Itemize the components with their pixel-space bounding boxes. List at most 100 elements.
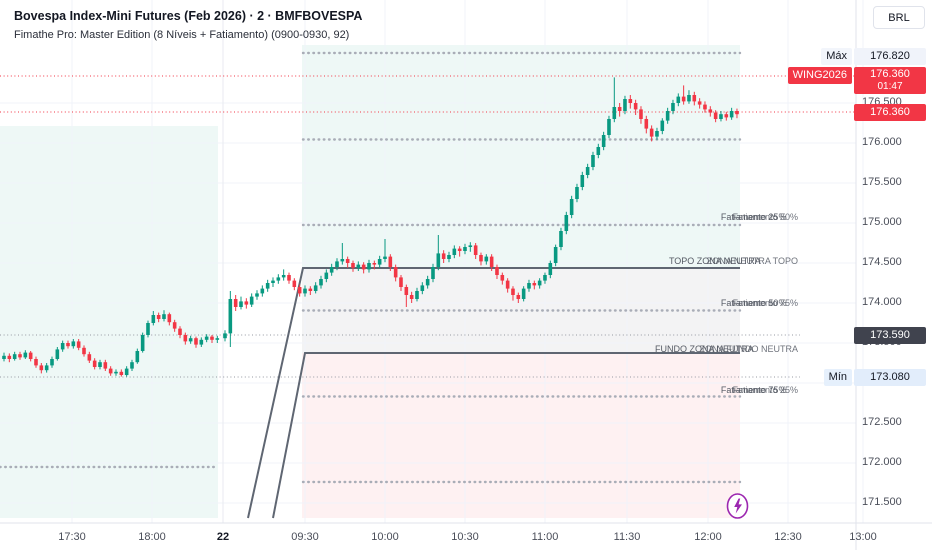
candle-body: [18, 354, 22, 358]
candle-body: [44, 365, 49, 371]
candle-body: [60, 343, 65, 350]
candle-body: [601, 135, 606, 147]
candle-body: [183, 335, 188, 342]
candle-body: [172, 322, 177, 329]
candle-body: [297, 287, 302, 294]
candle-body: [617, 107, 622, 111]
candle-body: [697, 101, 702, 105]
candle-body: [399, 277, 403, 287]
candle-body: [671, 103, 675, 111]
candle-body: [151, 315, 156, 323]
candle-body: [729, 111, 734, 118]
zone-bottom-line: [272, 352, 740, 519]
time-tick-label: 13:00: [849, 531, 877, 543]
candle-body: [447, 255, 451, 259]
prev-level-badge: 173.590: [854, 327, 926, 344]
candle-body: [612, 107, 617, 119]
candle-body: [628, 99, 633, 103]
candle-body: [623, 99, 627, 111]
candle-body: [639, 109, 643, 119]
candle-body: [543, 275, 547, 281]
candle-body: [130, 362, 134, 369]
candle-body: [335, 261, 339, 267]
candle-body: [441, 253, 446, 259]
zone-top-line: [247, 267, 740, 519]
candle-body: [244, 301, 249, 305]
candle-body: [55, 349, 60, 359]
candle-body: [194, 338, 198, 345]
time-tick-label: 11:00: [531, 531, 559, 543]
price-tick-label: 174.500: [862, 256, 902, 268]
candle-body: [255, 293, 259, 297]
candle-body: [199, 339, 204, 345]
last-price-badge: 176.360: [854, 104, 926, 121]
candle-body: [367, 263, 371, 270]
price-tick-label: 172.000: [862, 456, 902, 468]
candle-body: [324, 272, 329, 279]
candle-body: [215, 338, 220, 340]
symbol-title[interactable]: Bovespa Index-Mini Futures (Feb 2026) · …: [14, 9, 363, 23]
candle-body: [735, 111, 739, 115]
candle-body: [92, 360, 97, 367]
candle-body: [287, 275, 291, 281]
candle-body: [223, 333, 227, 339]
candle-body: [76, 341, 81, 348]
candle-body: [162, 314, 166, 319]
candle-body: [340, 259, 345, 262]
candle-body: [108, 368, 113, 374]
candle-body: [527, 283, 531, 289]
candle-body: [532, 283, 537, 286]
price-tick-label: 176.000: [862, 136, 902, 148]
candle-body: [2, 355, 6, 359]
candle-body: [345, 259, 350, 263]
candle-body: [591, 155, 595, 167]
market-status-icon[interactable]: [725, 492, 750, 520]
buy-zone: [302, 45, 740, 268]
candle-body: [479, 255, 483, 262]
candle-body: [596, 147, 601, 155]
time-tick-label: 12:00: [694, 531, 722, 543]
prev-level-value: 173.590: [854, 327, 926, 344]
time-tick-label: 10:30: [451, 531, 479, 543]
candle-body: [457, 248, 462, 251]
candle-body: [103, 362, 108, 369]
prev-session-zone: [0, 126, 218, 518]
high-label: Máx: [821, 48, 852, 65]
candle-body: [516, 295, 521, 299]
candle-body: [146, 323, 150, 335]
candle-body: [548, 263, 553, 275]
candle-body: [420, 285, 425, 291]
candle-body: [575, 187, 579, 199]
time-axis[interactable]: 17:30 18:00 22 09:30 10:00 10:30 11:00 11:30 12:…: [0, 523, 932, 550]
candle-body: [249, 296, 254, 305]
fimathe-level-label: Fatiamento 50%Fatiamento 75%: [720, 298, 798, 308]
indicator-title[interactable]: Fimathe Pro: Master Edition (8 Níveis + …: [14, 29, 350, 41]
candle-body: [313, 285, 318, 291]
candle-body: [505, 280, 510, 289]
candle-body: [393, 267, 398, 278]
price-tick-label: 171.500: [862, 496, 902, 508]
time-tick-label: 11:30: [613, 531, 641, 543]
candle-body: [559, 231, 563, 247]
candle-body: [580, 175, 585, 187]
candle-body: [281, 275, 286, 278]
candle-body: [329, 267, 334, 273]
symbol-last-price: 176.360: [870, 68, 910, 80]
candle-body: [388, 256, 393, 267]
symbol-price-badge: WING2026 176.360 01:47: [787, 67, 926, 94]
candle-body: [156, 315, 161, 319]
candle-body: [409, 295, 414, 299]
candle-body: [676, 96, 681, 103]
symbol-chip: WING2026: [787, 67, 852, 84]
candle-body: [585, 167, 590, 175]
candle-body: [50, 359, 54, 366]
fimathe-level-label: FUNDO ZONA NEUTRAZONA FUNDO NEUTRA: [654, 344, 798, 354]
candle-body: [23, 352, 28, 358]
candle-body: [687, 95, 691, 102]
currency-button[interactable]: BRL: [873, 6, 925, 29]
candle-body: [468, 245, 473, 247]
candle-body: [12, 354, 17, 359]
high-price-badge: Máx 176.820: [821, 48, 926, 65]
